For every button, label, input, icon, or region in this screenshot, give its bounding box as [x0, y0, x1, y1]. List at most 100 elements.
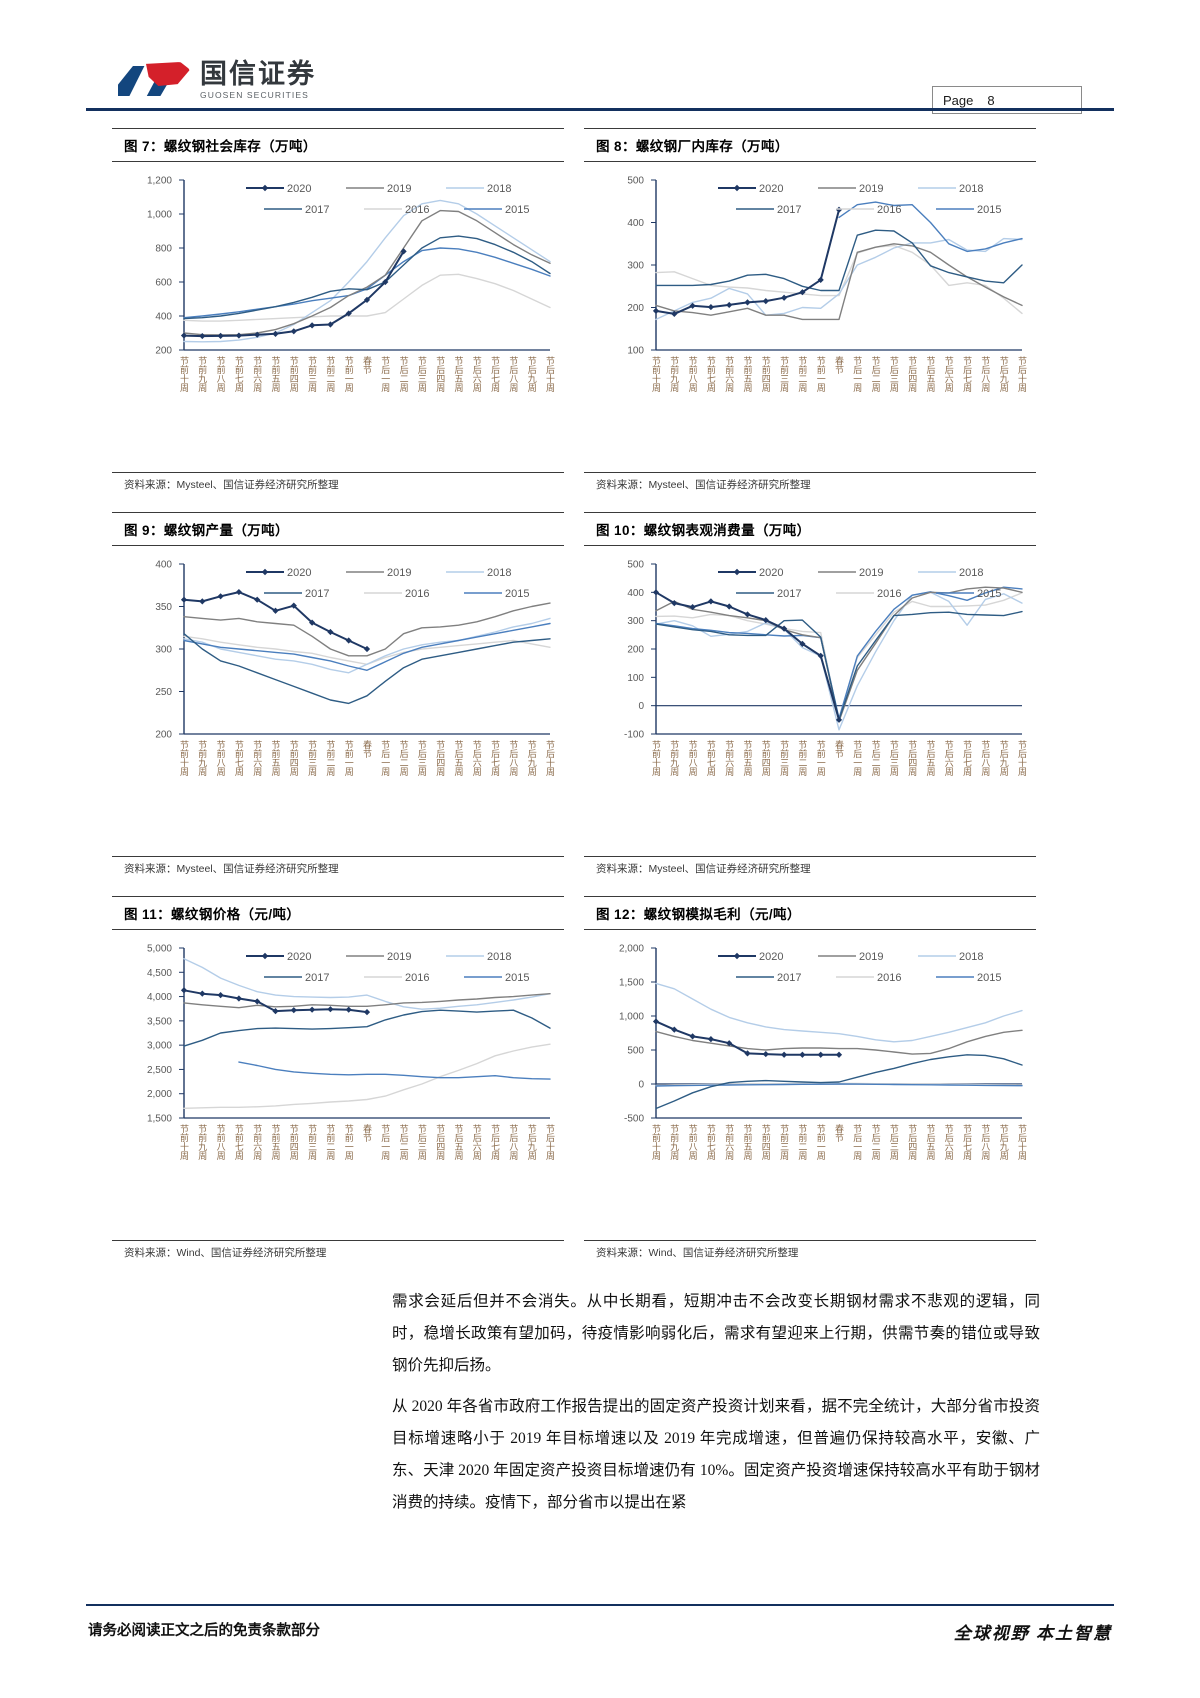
svg-text:100: 100	[627, 673, 644, 684]
svg-text:2018: 2018	[959, 183, 983, 195]
svg-text:1,500: 1,500	[619, 978, 644, 989]
figure-caption: 图 12：螺纹钢模拟毛利（元/吨）	[584, 896, 1036, 930]
figure-block-11: 图 11：螺纹钢价格（元/吨） 1,500 2,000 2,500 3,000 3,500…	[112, 896, 564, 1260]
svg-text:2019: 2019	[387, 951, 411, 963]
svg-text:2017: 2017	[305, 588, 329, 600]
svg-text:2016: 2016	[405, 588, 429, 600]
svg-text:2,500: 2,500	[147, 1065, 172, 1076]
company-logo: 国信证券 GUOSEN SECURITIES	[118, 60, 316, 100]
page-value: 8	[987, 92, 995, 108]
svg-text:2015: 2015	[977, 972, 1001, 984]
svg-text:2018: 2018	[487, 183, 511, 195]
svg-text:500: 500	[627, 176, 644, 187]
svg-text:200: 200	[155, 346, 172, 357]
svg-text:300: 300	[155, 645, 172, 656]
svg-text:2,000: 2,000	[619, 944, 644, 955]
svg-text:1,200: 1,200	[147, 176, 172, 187]
svg-text:2016: 2016	[877, 588, 901, 600]
svg-text:2020: 2020	[287, 567, 311, 579]
figure-chart: 1,500 2,000 2,500 3,000 3,500 4,000 4,500 5,000…	[112, 930, 564, 1240]
paragraph-2: 从 2020 年各省市政府工作报告提出的固定资产投资计划来看，据不完全统计，大部…	[392, 1398, 1040, 1511]
svg-text:2016: 2016	[877, 204, 901, 216]
brand-name-en: GUOSEN SECURITIES	[200, 89, 309, 100]
figure-chart: 100 200 300 400 500 2020 2019 2018 2017 2016 2015 节…	[584, 162, 1036, 472]
svg-text:2016: 2016	[877, 972, 901, 984]
svg-text:2020: 2020	[759, 183, 783, 195]
svg-text:-500: -500	[624, 1114, 644, 1125]
guosen-logo-icon	[118, 60, 190, 100]
svg-text:4,000: 4,000	[147, 992, 172, 1003]
svg-text:2017: 2017	[777, 204, 801, 216]
svg-text:300: 300	[627, 261, 644, 272]
svg-text:5,000: 5,000	[147, 944, 172, 955]
header-divider	[86, 108, 1114, 111]
svg-text:200: 200	[627, 303, 644, 314]
figure-chart: -100 0 100 200 300 400 500 2020 2019 2018 2017 2016…	[584, 546, 1036, 856]
figure-chart: 200 400 600 800 1,000 1,200 2020 2019 2018 2017 20…	[112, 162, 564, 472]
svg-text:2018: 2018	[959, 951, 983, 963]
svg-text:2015: 2015	[977, 204, 1001, 216]
svg-text:2020: 2020	[287, 183, 311, 195]
svg-text:2016: 2016	[405, 204, 429, 216]
figure-chart: 200 250 300 350 400 2020 2019 2018 2017 2016 2015 节…	[112, 546, 564, 856]
svg-text:2017: 2017	[777, 588, 801, 600]
figure-block-9: 图 9：螺纹钢产量（万吨） 200 250 300 350 400 2020 2019 2018…	[112, 512, 564, 876]
svg-text:2,000: 2,000	[147, 1089, 172, 1100]
svg-text:1,500: 1,500	[147, 1114, 172, 1125]
svg-text:400: 400	[155, 560, 172, 571]
figure-source: 资料来源：Mysteel、国信证券经济研究所整理	[112, 472, 564, 492]
chart-canvas: 200 400 600 800 1,000 1,200 2020 2019 2018 2017 20…	[112, 162, 564, 472]
body-text: 需求会延后但并不会消失。从中长期看，短期冲击不会改变长期钢材需求不悲观的逻辑，同…	[392, 1286, 1040, 1528]
svg-text:2015: 2015	[505, 972, 529, 984]
chart-canvas: 1,500 2,000 2,500 3,000 3,500 4,000 4,500 5,000…	[112, 930, 564, 1240]
svg-text:600: 600	[155, 278, 172, 289]
svg-text:2016: 2016	[405, 972, 429, 984]
footer-divider	[86, 1604, 1114, 1606]
footer-disclaimer: 请务必阅读正文之后的免责条款部分	[88, 1623, 320, 1639]
svg-text:2015: 2015	[977, 588, 1001, 600]
figure-source: 资料来源：Mysteel、国信证券经济研究所整理	[584, 472, 1036, 492]
paragraph-1: 需求会延后但并不会消失。从中长期看，短期冲击不会改变长期钢材需求不悲观的逻辑，同…	[392, 1293, 1040, 1374]
svg-text:2015: 2015	[505, 588, 529, 600]
svg-text:2019: 2019	[859, 951, 883, 963]
chart-canvas: -100 0 100 200 300 400 500 2020 2019 2018 2017 2016…	[584, 546, 1036, 856]
svg-text:100: 100	[627, 346, 644, 357]
figure-source: 资料来源：Mysteel、国信证券经济研究所整理	[584, 856, 1036, 876]
figure-caption: 图 7：螺纹钢社会库存（万吨）	[112, 128, 564, 162]
svg-text:400: 400	[627, 218, 644, 229]
svg-text:-100: -100	[624, 730, 644, 741]
figure-caption: 图 11：螺纹钢价格（元/吨）	[112, 896, 564, 930]
figure-source: 资料来源：Wind、国信证券经济研究所整理	[112, 1240, 564, 1260]
figure-caption: 图 8：螺纹钢厂内库存（万吨）	[584, 128, 1036, 162]
svg-text:2019: 2019	[387, 567, 411, 579]
svg-text:350: 350	[155, 602, 172, 613]
svg-text:400: 400	[627, 588, 644, 599]
figure-caption: 图 10：螺纹钢表观消费量（万吨）	[584, 512, 1036, 546]
chart-canvas: -500 0 500 1,000 1,500 2,000 2020 2019 2018 2017 2…	[584, 930, 1036, 1240]
svg-text:2018: 2018	[487, 567, 511, 579]
figure-source: 资料来源：Mysteel、国信证券经济研究所整理	[112, 856, 564, 876]
svg-text:2017: 2017	[305, 972, 329, 984]
svg-text:2019: 2019	[387, 183, 411, 195]
svg-text:4,500: 4,500	[147, 968, 172, 979]
svg-text:2017: 2017	[305, 204, 329, 216]
svg-text:400: 400	[155, 312, 172, 323]
figure-block-12: 图 12：螺纹钢模拟毛利（元/吨） -500 0 500 1,000 1,500 2,000…	[584, 896, 1036, 1260]
svg-text:1,000: 1,000	[147, 210, 172, 221]
svg-text:300: 300	[627, 616, 644, 627]
svg-text:2018: 2018	[959, 567, 983, 579]
svg-text:2018: 2018	[487, 951, 511, 963]
figure-block-8: 图 8：螺纹钢厂内库存（万吨） 100 200 300 400 500 2020 2019 20…	[584, 128, 1036, 492]
figure-chart: -500 0 500 1,000 1,500 2,000 2020 2019 2018 2017 2…	[584, 930, 1036, 1240]
figure-caption: 图 9：螺纹钢产量（万吨）	[112, 512, 564, 546]
footer-slogan: 全球视野 本土智慧	[953, 1624, 1112, 1643]
svg-text:200: 200	[627, 645, 644, 656]
svg-text:2019: 2019	[859, 567, 883, 579]
svg-text:0: 0	[638, 1080, 644, 1091]
figure-source: 资料来源：Wind、国信证券经济研究所整理	[584, 1240, 1036, 1260]
svg-text:250: 250	[155, 687, 172, 698]
page-header: 国信证券 GUOSEN SECURITIES Page 8	[0, 52, 1200, 124]
svg-text:0: 0	[638, 701, 644, 712]
svg-text:3,000: 3,000	[147, 1041, 172, 1052]
